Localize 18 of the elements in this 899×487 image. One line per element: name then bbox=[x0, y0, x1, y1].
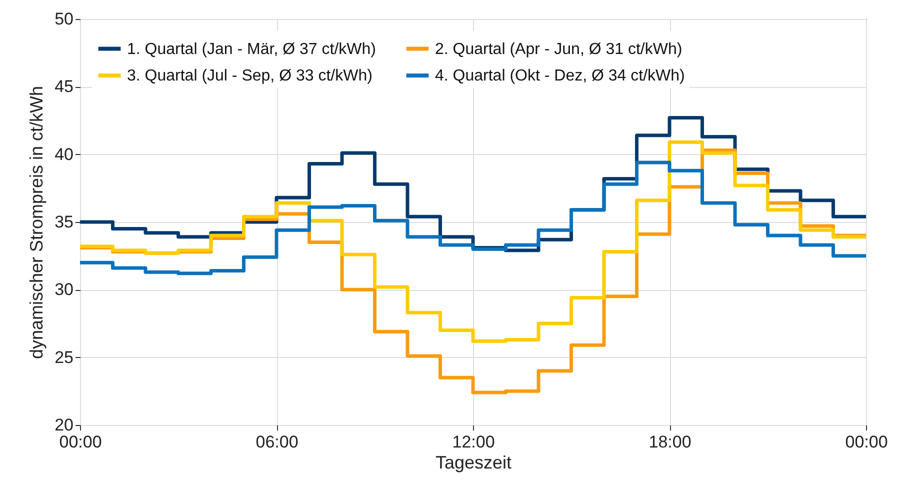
y-tick-label: 50 bbox=[54, 10, 74, 28]
x-tick-label: 00:00 bbox=[845, 432, 888, 452]
legend-label: 2. Quartal (Apr - Jun, Ø 31 ct/kWh) bbox=[435, 40, 682, 58]
legend-label: 4. Quartal (Okt - Dez, Ø 34 ct/kWh) bbox=[435, 68, 685, 84]
x-axis-title: Tageszeit bbox=[435, 452, 512, 472]
y-tick-label: 35 bbox=[54, 212, 74, 232]
x-tick-label: 12:00 bbox=[452, 432, 495, 452]
y-tick-label: 45 bbox=[54, 77, 74, 96]
y-tick-label: 40 bbox=[54, 144, 74, 164]
legend-label: 3. Quartal (Jul - Sep, Ø 33 ct/kWh) bbox=[127, 68, 372, 84]
x-tick-label: 00:00 bbox=[59, 432, 102, 452]
y-tick-label: 25 bbox=[54, 348, 74, 367]
y-tick-label: 30 bbox=[54, 280, 74, 300]
y-axis-title: dynamischer Strompreis in ct/kWh bbox=[26, 86, 47, 360]
legend-label: 1. Quartal (Jan - Mär, Ø 37 ct/kWh) bbox=[127, 40, 376, 58]
x-tick-label: 06:00 bbox=[256, 432, 298, 452]
y-tick-label: 20 bbox=[54, 416, 74, 434]
x-tick-label: 18:00 bbox=[648, 432, 692, 452]
